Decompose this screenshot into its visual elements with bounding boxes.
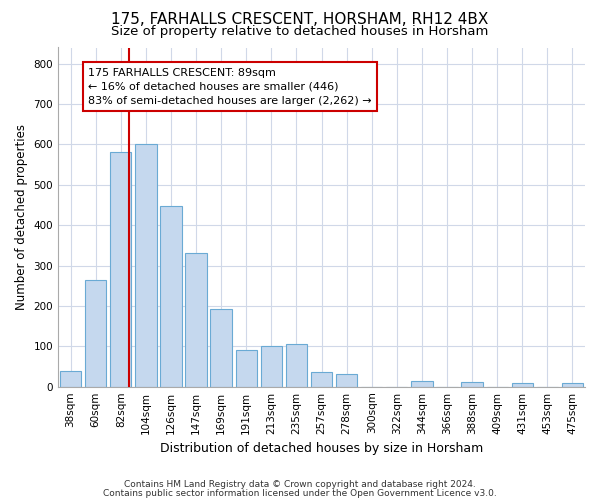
Bar xyxy=(311,372,332,386)
Bar xyxy=(185,254,207,386)
Text: Contains public sector information licensed under the Open Government Licence v3: Contains public sector information licen… xyxy=(103,488,497,498)
Text: 175, FARHALLS CRESCENT, HORSHAM, RH12 4BX: 175, FARHALLS CRESCENT, HORSHAM, RH12 4B… xyxy=(112,12,488,28)
Bar xyxy=(336,374,357,386)
Bar xyxy=(562,384,583,386)
Bar xyxy=(160,206,182,386)
Y-axis label: Number of detached properties: Number of detached properties xyxy=(15,124,28,310)
Bar xyxy=(211,308,232,386)
Text: 175 FARHALLS CRESCENT: 89sqm
← 16% of detached houses are smaller (446)
83% of s: 175 FARHALLS CRESCENT: 89sqm ← 16% of de… xyxy=(88,68,372,106)
Bar xyxy=(286,344,307,387)
Bar xyxy=(60,370,81,386)
Bar xyxy=(110,152,131,386)
Text: Contains HM Land Registry data © Crown copyright and database right 2024.: Contains HM Land Registry data © Crown c… xyxy=(124,480,476,489)
Bar xyxy=(411,380,433,386)
Text: Size of property relative to detached houses in Horsham: Size of property relative to detached ho… xyxy=(112,25,488,38)
Bar xyxy=(512,384,533,386)
Bar xyxy=(85,280,106,386)
X-axis label: Distribution of detached houses by size in Horsham: Distribution of detached houses by size … xyxy=(160,442,483,455)
Bar xyxy=(135,144,157,386)
Bar xyxy=(260,346,282,387)
Bar xyxy=(236,350,257,386)
Bar xyxy=(461,382,483,386)
